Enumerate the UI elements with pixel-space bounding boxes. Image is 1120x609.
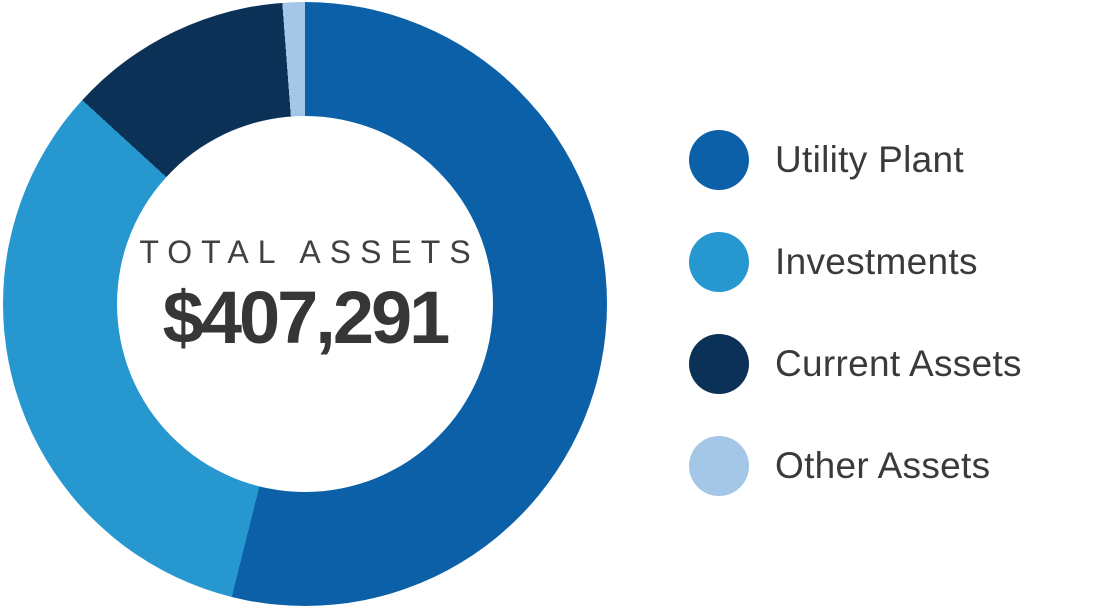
total-assets-value: $407,291 (162, 276, 451, 359)
legend-swatch-current-assets (689, 334, 749, 394)
donut-center-text: TOTAL ASSETS $407,291 (130, 234, 479, 360)
donut-hole: TOTAL ASSETS $407,291 (117, 116, 493, 492)
legend-label-other-assets: Other Assets (775, 445, 991, 486)
legend-swatch-utility-plant (689, 130, 749, 190)
legend-label-current-assets: Current Assets (775, 343, 1022, 384)
legend-item-current-assets: Current Assets (689, 334, 1022, 394)
legend-label-investments: Investments (775, 241, 978, 282)
legend-item-utility-plant: Utility Plant (689, 130, 1022, 190)
donut-chart: TOTAL ASSETS $407,291 (3, 2, 607, 606)
total-assets-label: TOTAL ASSETS (139, 234, 480, 270)
legend-item-investments: Investments (689, 232, 1022, 292)
legend-item-other-assets: Other Assets (689, 436, 1022, 496)
chart-legend: Utility Plant Investments Current Assets… (689, 130, 1022, 538)
legend-swatch-other-assets (689, 436, 749, 496)
legend-swatch-investments (689, 232, 749, 292)
legend-label-utility-plant: Utility Plant (775, 139, 964, 180)
